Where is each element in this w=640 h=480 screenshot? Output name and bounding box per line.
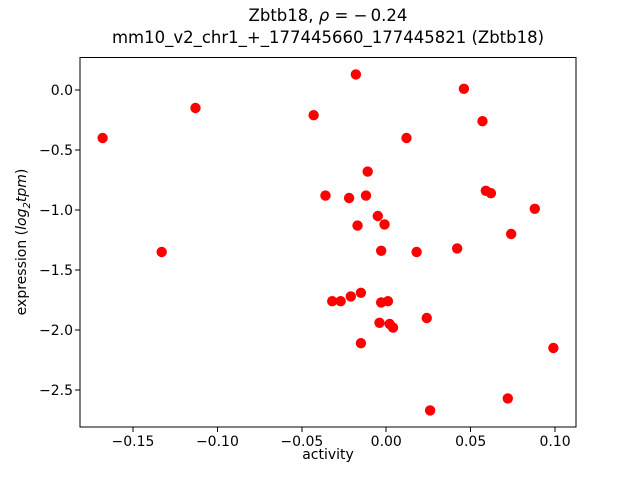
scatter-point xyxy=(156,246,167,258)
ylabel-prefix: expression ( xyxy=(14,229,30,316)
scatter-point xyxy=(401,132,412,144)
scatter-point xyxy=(382,296,394,307)
title-line-2: mm10_v2_chr1_+_177445660_177445821 (Zbtb… xyxy=(111,27,545,47)
y-axis-label: expression (log2tpm) xyxy=(14,168,33,316)
scatter-point xyxy=(485,188,497,199)
scatter-point xyxy=(372,210,384,222)
scatter-point xyxy=(421,312,432,324)
scatter-point xyxy=(379,219,390,230)
scatter-point xyxy=(505,228,517,240)
x-tick-label: 0.05 xyxy=(455,434,486,450)
scatter-point xyxy=(360,190,372,201)
ylabel-log: log xyxy=(14,208,30,230)
title-rho-symbol: ρ xyxy=(318,6,330,25)
scatter-point xyxy=(343,192,355,204)
y-tick-label: −2.5 xyxy=(39,383,73,399)
scatter-point xyxy=(362,166,373,177)
scatter-point xyxy=(345,291,356,302)
scatter-point xyxy=(97,132,108,144)
scatter-point xyxy=(529,203,541,214)
title-line-1: Zbtb18, ρ = − 0.24 xyxy=(80,5,576,27)
y-tick-label: −1.0 xyxy=(39,203,73,219)
scatter-point xyxy=(352,220,363,231)
scatter-point xyxy=(327,296,338,307)
scatter-point xyxy=(350,69,362,80)
axes-spines xyxy=(79,57,577,428)
title-gene: Zbtb18, xyxy=(248,6,319,25)
scatter-point xyxy=(190,102,201,114)
y-tick-label: 0.0 xyxy=(51,83,73,99)
x-tick-label: 0.10 xyxy=(539,434,570,450)
scatter-point xyxy=(458,83,470,95)
ylabel-subscript: 2 xyxy=(21,202,33,209)
scatter-point xyxy=(355,287,367,298)
ylabel-suffix: ) xyxy=(14,168,30,175)
ylabel-tpm: tpm xyxy=(14,174,30,203)
scatter-point xyxy=(387,322,399,333)
y-tick-label: −2.0 xyxy=(39,323,73,339)
chart-title: Zbtb18, ρ = − 0.24 mm10_v2_chr1_+_177445… xyxy=(80,5,576,48)
scatter-point xyxy=(502,393,513,404)
title-rho-value: = − 0.24 xyxy=(329,6,408,25)
scatter-point xyxy=(548,342,559,354)
x-tick-label: −0.05 xyxy=(280,434,323,450)
scatter-point xyxy=(424,405,436,416)
scatter-point xyxy=(320,190,331,201)
scatter-point xyxy=(308,110,319,121)
scatter-point xyxy=(411,246,422,258)
scatter-point xyxy=(451,243,463,254)
x-tick-label: −0.15 xyxy=(112,434,155,450)
scatter-point xyxy=(375,245,387,256)
x-axis-label: activity xyxy=(302,447,354,463)
y-tick-label: −1.5 xyxy=(39,263,73,279)
scatter-point xyxy=(374,317,385,328)
scatter-point xyxy=(335,296,346,307)
x-tick-label: −0.10 xyxy=(196,434,239,450)
y-tick-label: −0.5 xyxy=(39,143,73,159)
x-tick-label: 0.00 xyxy=(371,434,402,450)
scatter-point xyxy=(355,338,367,349)
scatter-point xyxy=(477,116,488,127)
